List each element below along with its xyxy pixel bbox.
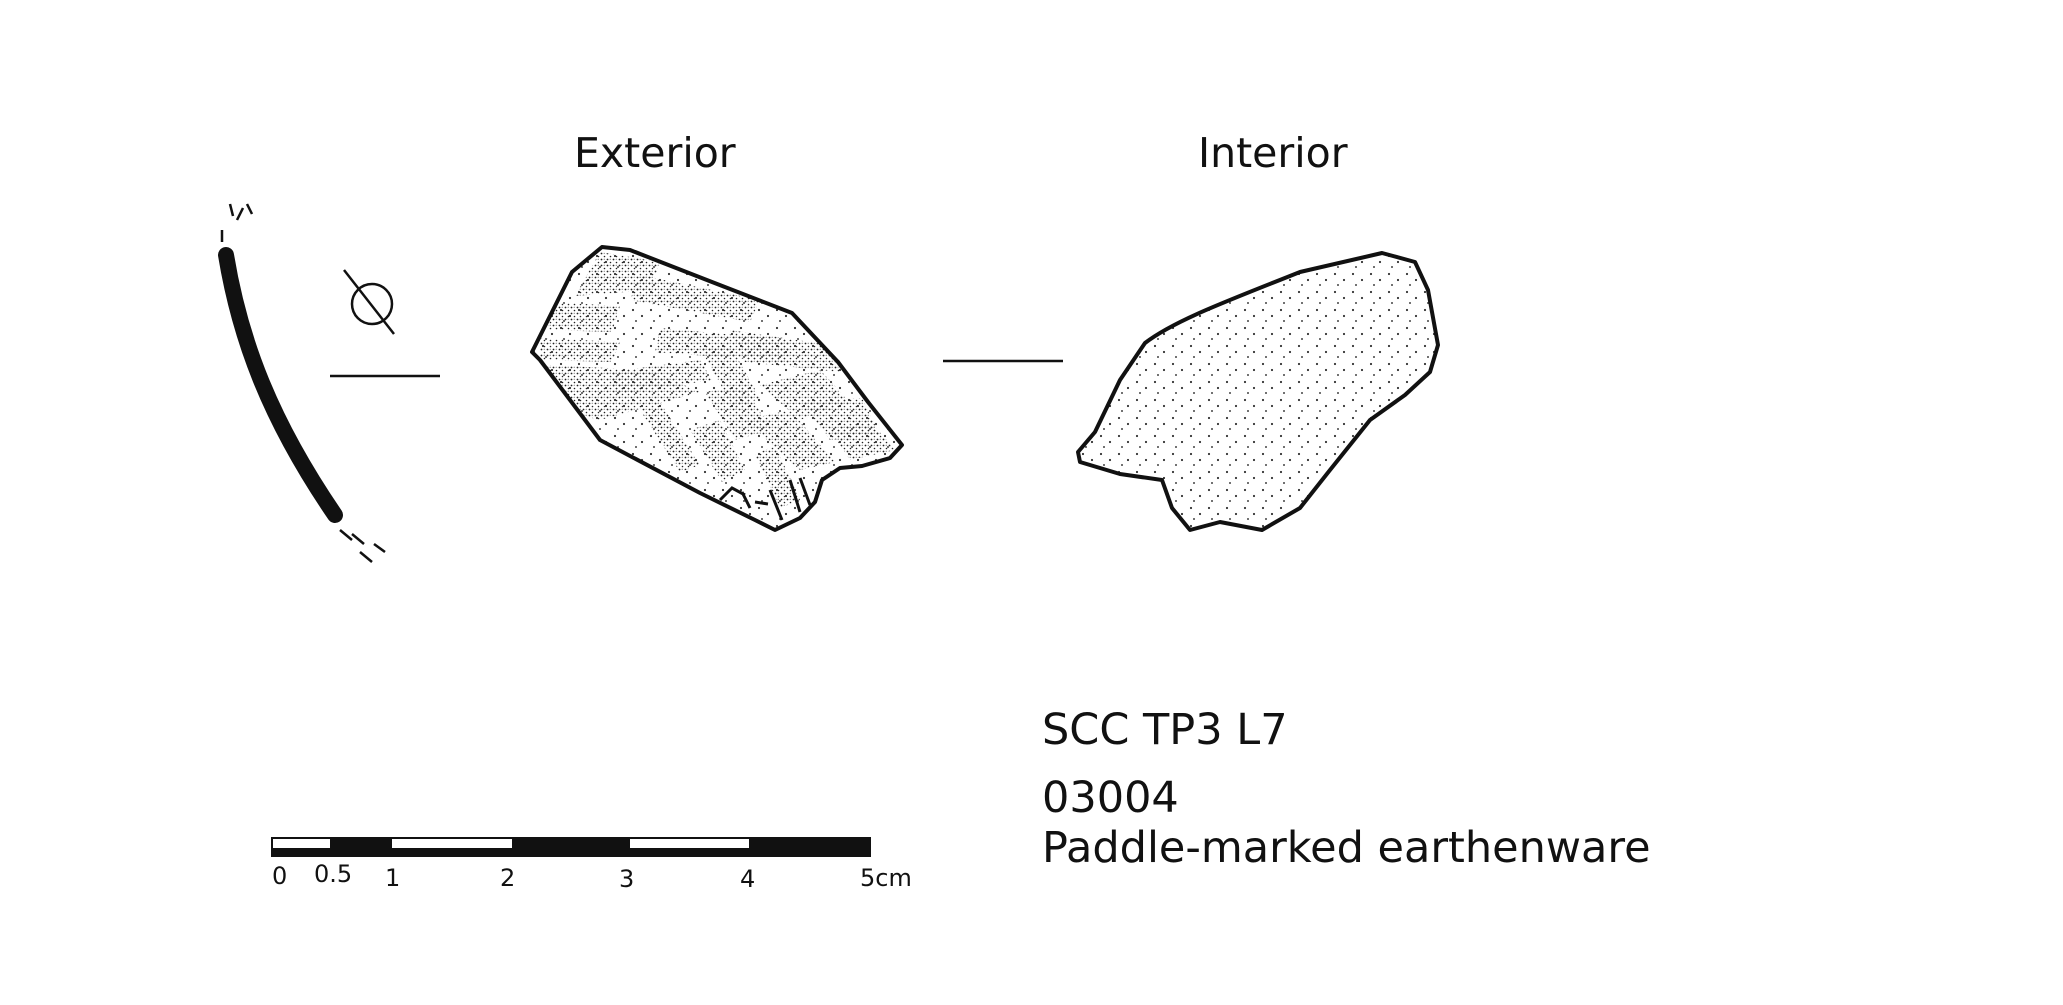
scale-tick-label: 0.5 (314, 860, 353, 888)
scale-tick-label: 0 (272, 862, 288, 890)
sample-number: 03004 (1042, 773, 1179, 823)
scale-tick-label: 5cm (860, 864, 912, 892)
diameter-symbol (343, 269, 395, 335)
scale-tick-label: 1 (385, 864, 401, 892)
paddle-marks (540, 252, 895, 508)
exterior-label: Exterior (574, 129, 736, 177)
sherd-profile (218, 203, 386, 563)
site-code: SCC TP3 L7 (1042, 705, 1288, 755)
exterior-view (530, 245, 904, 532)
interior-label: Interior (1198, 129, 1348, 177)
sample-description: Paddle-marked earthenware (1042, 823, 1651, 873)
scale-tick-label: 4 (740, 865, 756, 893)
scale-tick-label: 3 (619, 865, 635, 893)
scale-bar (271, 837, 871, 857)
scale-tick-label: 2 (500, 864, 516, 892)
interior-view (1076, 251, 1440, 532)
